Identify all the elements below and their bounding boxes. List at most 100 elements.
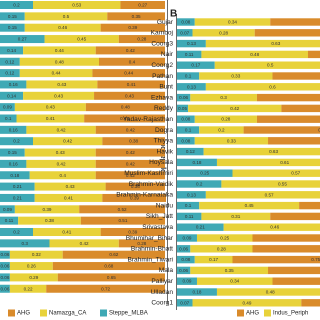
value-label: 0.34 xyxy=(230,279,239,284)
bar-segment xyxy=(196,234,253,242)
category-label: Bhumihar_Bihar xyxy=(126,235,174,242)
value-label: 0.43 xyxy=(57,82,66,87)
value-label: 0.45 xyxy=(245,203,254,208)
value-label: 0.21 xyxy=(196,225,205,230)
category-label: Thiyya xyxy=(154,138,174,145)
bar-segment xyxy=(216,288,320,296)
bar-segment xyxy=(196,277,273,285)
bar-segment xyxy=(118,239,165,248)
value-label: 0.18 xyxy=(10,173,19,178)
bar-segment xyxy=(194,18,271,26)
value-label: 0.08 xyxy=(181,117,190,122)
value-label: 0.32 xyxy=(32,252,41,257)
value-label: 0.31 xyxy=(231,214,240,219)
value-label: 0.65 xyxy=(107,275,116,280)
value-label: 0.42 xyxy=(230,106,239,111)
bar-segment xyxy=(105,182,165,191)
bar-segment xyxy=(26,125,96,134)
bar-segment xyxy=(194,255,233,264)
bar-segment xyxy=(107,12,165,21)
value-label: 0.41 xyxy=(62,230,71,235)
value-label: 0.49 xyxy=(120,116,129,121)
bar-segment xyxy=(95,46,165,55)
bar-segment xyxy=(0,69,20,78)
bar-segment xyxy=(232,169,320,177)
value-label: 0.38 xyxy=(129,139,138,144)
value-label: 0.06 xyxy=(0,286,9,291)
legend-label: AHG xyxy=(246,311,259,317)
value-label: 0.39 xyxy=(130,195,139,200)
bar-segment xyxy=(192,29,255,37)
bar-segment xyxy=(177,29,193,37)
bar-segment xyxy=(177,39,206,48)
value-label: 0.16 xyxy=(9,127,18,132)
category-label: Kamboj xyxy=(151,30,174,37)
value-label: 0.46 xyxy=(270,225,279,230)
bar-segment xyxy=(33,137,103,146)
value-label: 0.08 xyxy=(181,257,190,262)
value-label: 0.28 xyxy=(219,30,228,35)
value-label: 0.27 xyxy=(18,37,27,42)
category-label: Coorg1 xyxy=(151,300,173,307)
value-label: 0.41 xyxy=(64,195,73,200)
value-label: 0.5 xyxy=(267,63,274,68)
bar-segment xyxy=(0,148,25,157)
bar-segment xyxy=(177,299,193,307)
category-label: Pathan xyxy=(152,73,173,80)
bar-segment xyxy=(24,23,101,32)
value-label: 0.2 xyxy=(218,128,225,133)
category-label: Sikh_Jatt xyxy=(146,213,173,220)
bar-segment xyxy=(102,137,165,146)
value-label: 0.06 xyxy=(0,264,9,269)
value-label: 0.16 xyxy=(9,82,18,87)
value-label: 0.27 xyxy=(138,3,147,8)
bar-segment xyxy=(9,250,63,259)
bar-segment xyxy=(177,191,206,199)
bar-segment xyxy=(0,228,33,236)
value-label: 0.06 xyxy=(179,95,188,100)
value-label: 0.08 xyxy=(181,138,190,143)
value-label: 0.05 xyxy=(178,106,187,111)
bar-segment xyxy=(49,239,119,248)
bar-segment xyxy=(0,284,10,293)
bar-segment xyxy=(79,205,165,214)
bar-segment xyxy=(0,80,27,89)
bar-segment xyxy=(177,180,222,188)
bar-segment xyxy=(94,91,165,100)
legend-swatch xyxy=(237,309,244,317)
bar-segment xyxy=(0,1,33,9)
value-label: 0.39 xyxy=(128,230,137,235)
bar-segment xyxy=(0,57,20,66)
value-label: 0.09 xyxy=(183,236,192,241)
bar-segment xyxy=(9,273,58,282)
bar-segment xyxy=(254,29,320,37)
bar-segment xyxy=(34,182,106,191)
category-label: Ulladan xyxy=(151,289,174,296)
bar-segment xyxy=(100,228,165,236)
bar-segment xyxy=(62,250,166,259)
value-label: 0.18 xyxy=(193,160,202,165)
category-label: Bunt xyxy=(159,84,173,91)
bar-segment xyxy=(281,104,320,113)
value-label: 0.17 xyxy=(209,257,218,262)
bar-segment xyxy=(118,35,165,44)
panel-a: 0.2 0.53 0.27 0.15 0.5 0.35 0.15 0.46 0.39 0.27 0.… xyxy=(0,1,166,293)
category-label: Mala xyxy=(159,267,174,274)
value-label: 0.42 xyxy=(126,173,135,178)
bar-segment xyxy=(177,169,233,177)
bar-segment xyxy=(33,1,121,9)
bar-segment xyxy=(177,104,189,113)
bar-segment xyxy=(95,171,165,180)
bar-segment xyxy=(256,93,320,102)
bar-segment xyxy=(205,191,320,199)
value-label: 0.35 xyxy=(132,14,141,19)
value-label: 0.07 xyxy=(180,30,189,35)
bar-segment xyxy=(272,277,320,285)
value-label: 0.15 xyxy=(8,150,17,155)
legend-label: Indus_Periph xyxy=(273,311,308,317)
bar-segment xyxy=(177,50,202,59)
category-label: Brahmin_Tiwari xyxy=(127,256,173,263)
value-label: 0.2 xyxy=(13,3,20,8)
legend-swatch xyxy=(8,309,15,317)
value-label: 0.43 xyxy=(46,105,55,110)
